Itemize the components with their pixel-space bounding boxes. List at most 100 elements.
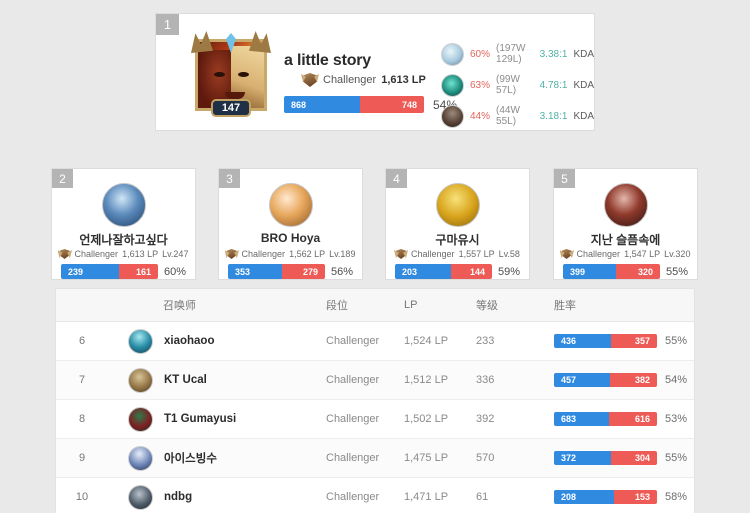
summoner-name[interactable]: 언제나잘하고싶다 [79, 233, 168, 247]
champion-winrate: 44% [470, 110, 491, 122]
wins-segment: 436 [554, 334, 611, 348]
challenger-emblem-icon [301, 72, 318, 88]
row-summoner-cell[interactable]: 아이스빙수 [108, 445, 326, 471]
champion-winrate: 60% [470, 48, 491, 60]
summoner-avatar[interactable] [128, 406, 153, 432]
champion-record: (197W 129L) [496, 43, 526, 65]
ranked-player-card-5[interactable]: 5 지난 슬픔속에 Challenger 1,547 LP Lv.320 399… [553, 168, 698, 280]
summoner-name[interactable]: a little story [284, 52, 372, 69]
champion-stat-row[interactable]: 63% (99W 57L) 4.78:1 KDA [441, 72, 594, 98]
wins-segment: 203 [395, 264, 452, 279]
champion-icon[interactable] [441, 73, 464, 97]
summoner-avatar[interactable] [128, 484, 153, 510]
ranked-player-card-2[interactable]: 2 언제나잘하고싶다 Challenger 1,613 LP Lv.247 23… [51, 168, 196, 280]
leaderboard-table: 召唤师 段位 LP 等级 胜率 6 xiaohaoo Challenger 1,… [55, 288, 695, 513]
champion-kda-label: KDA [573, 48, 594, 60]
winloss-bar: 208 153 [554, 490, 657, 504]
summoner-name[interactable]: T1 Gumayusi [164, 413, 237, 425]
winloss-bar-row: 868 748 54% [284, 96, 457, 113]
champion-kda-label: KDA [573, 110, 594, 122]
row-lp: 1,524 LP [404, 335, 449, 347]
summoner-avatar[interactable] [128, 445, 153, 471]
winloss-bar: 457 382 [554, 373, 657, 387]
champion-icon[interactable] [441, 42, 464, 66]
column-header-summoner[interactable]: 召唤师 [163, 300, 196, 312]
losses-segment: 279 [282, 264, 325, 279]
summoner-name[interactable]: ndbg [164, 491, 193, 503]
column-header-level[interactable]: 等级 [476, 300, 498, 312]
row-level: 61 [476, 491, 489, 503]
winloss-bar: 436 357 [554, 334, 657, 348]
champion-winrate: 63% [470, 79, 491, 91]
table-row[interactable]: 10 ndbg Challenger 1,471 LP 61 208 153 5… [56, 478, 694, 513]
row-tier: Challenger [326, 335, 380, 347]
row-tier: Challenger [326, 491, 380, 503]
summoner-avatar[interactable] [128, 367, 153, 393]
row-summoner-cell[interactable]: T1 Gumayusi [108, 406, 326, 432]
table-row[interactable]: 8 T1 Gumayusi Challenger 1,502 LP 392 68… [56, 400, 694, 439]
level-value: Lv.189 [329, 249, 356, 259]
row-summoner-cell[interactable]: ndbg [108, 484, 326, 510]
row-rank: 10 [75, 491, 89, 503]
summoner-avatar[interactable] [268, 183, 313, 227]
winrate-percent: 55% [665, 335, 688, 347]
winloss-bar-row: 399 320 55% [563, 264, 688, 279]
summoner-avatar[interactable] [435, 183, 480, 227]
avatar-crest-left-icon [191, 31, 213, 53]
summoner-avatar[interactable] [128, 328, 153, 354]
row-summoner-cell[interactable]: KT Ucal [108, 367, 326, 393]
summoner-avatar[interactable] [101, 183, 146, 227]
column-header-winrate[interactable]: 胜率 [554, 300, 576, 312]
column-header-tier[interactable]: 段位 [326, 300, 348, 312]
champion-stat-row[interactable]: 44% (44W 55L) 3.18:1 KDA [441, 103, 594, 129]
ranked-player-card-3[interactable]: 3 BRO Hoya Challenger 1,562 LP Lv.189 35… [218, 168, 363, 280]
tier-row: Challenger 1,562 LP Lv.189 [219, 248, 362, 260]
ranked-player-card-4[interactable]: 4 구마유시 Challenger 1,557 LP Lv.58 203 144… [385, 168, 530, 280]
winrate-percent: 59% [497, 265, 520, 278]
tier-label: Challenger [74, 249, 119, 259]
wins-segment: 399 [563, 264, 617, 279]
row-level: 392 [476, 413, 495, 425]
champion-kda-value: 3.38:1 [539, 48, 568, 60]
champion-stat-row[interactable]: 60% (197W 129L) 3.38:1 KDA [441, 41, 594, 67]
summoner-name[interactable]: 구마유시 [435, 233, 480, 247]
losses-segment: 616 [608, 412, 657, 426]
rank-badge: 1 [156, 14, 179, 35]
table-row[interactable]: 9 아이스빙수 Challenger 1,475 LP 570 372 304 … [56, 439, 694, 478]
summoner-name[interactable]: KT Ucal [164, 374, 207, 386]
table-row[interactable]: 6 xiaohaoo Challenger 1,524 LP 233 436 3… [56, 322, 694, 361]
summoner-name[interactable]: xiaohaoo [164, 335, 215, 347]
winrate-percent: 54% [665, 374, 688, 386]
winloss-bar-row: 239 161 60% [61, 264, 186, 279]
row-winrate-cell: 208 153 58% [554, 490, 694, 504]
table-row[interactable]: 7 KT Ucal Challenger 1,512 LP 336 457 38… [56, 361, 694, 400]
summoner-avatar[interactable] [603, 183, 648, 227]
level-value: Lv.247 [162, 249, 189, 259]
row-rank: 7 [78, 374, 86, 386]
winloss-bar: 239 161 [61, 264, 158, 279]
winrate-percent: 60% [163, 265, 186, 278]
row-lp: 1,502 LP [404, 413, 449, 425]
champion-record: (99W 57L) [496, 74, 520, 96]
losses-segment: 382 [609, 373, 657, 387]
winloss-bar-row: 353 279 56% [228, 264, 353, 279]
summoner-avatar[interactable]: 147 [189, 31, 273, 117]
row-lp: 1,475 LP [404, 452, 449, 464]
champion-stats-list: 60% (197W 129L) 3.38:1 KDA 63% (99W 57L)… [441, 41, 594, 134]
row-summoner-cell[interactable]: xiaohaoo [108, 328, 326, 354]
winloss-bar: 683 616 [554, 412, 657, 426]
losses-segment: 304 [610, 451, 657, 465]
summoner-name[interactable]: BRO Hoya [260, 231, 321, 245]
top-ranked-player-card[interactable]: 1 147 a little story Challenger 1,613 LP [155, 13, 595, 131]
tier-label: Challenger [411, 249, 455, 259]
winloss-bar-row: 203 144 59% [395, 264, 520, 279]
summoner-name[interactable]: 아이스빙수 [164, 453, 217, 465]
champion-icon[interactable] [441, 104, 464, 128]
rank-badge: 5 [554, 169, 575, 188]
summoner-name[interactable]: 지난 슬픔속에 [590, 233, 661, 247]
column-header-lp[interactable]: LP [404, 299, 418, 311]
winrate-percent: 56% [330, 265, 353, 278]
lp-value: 1,557 LP [458, 249, 495, 259]
avatar-gem-icon [226, 33, 236, 53]
